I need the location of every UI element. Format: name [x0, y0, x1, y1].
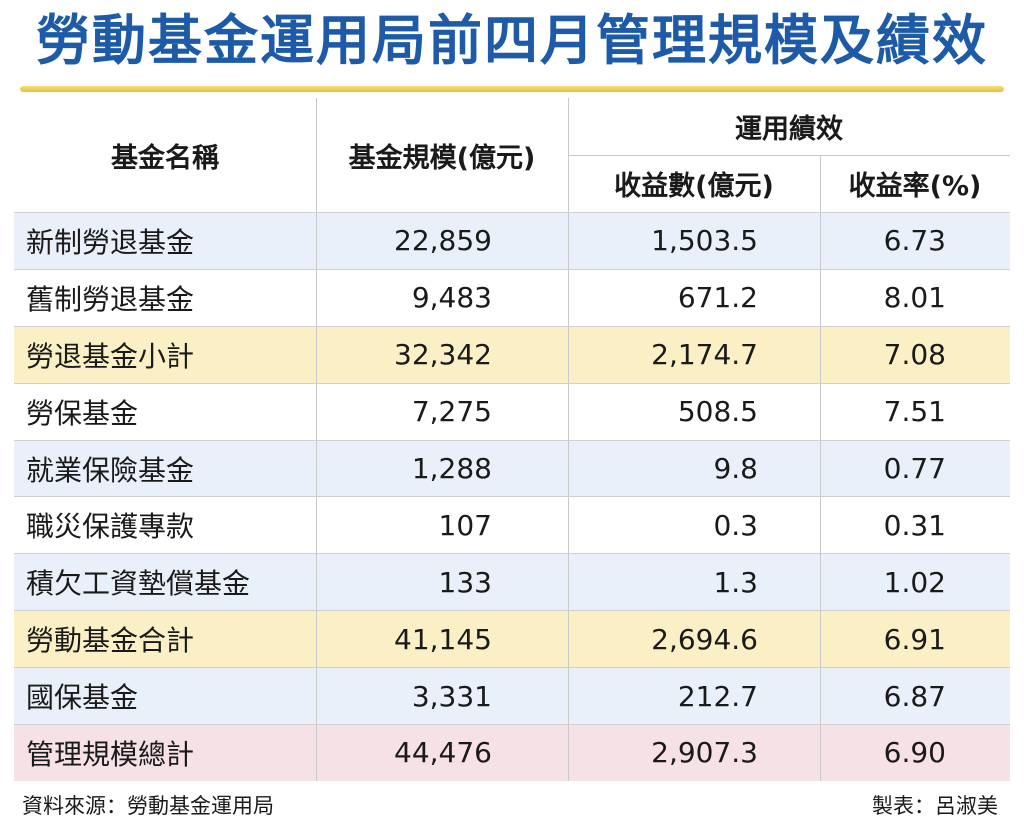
cell-return-rate: 6.90: [820, 725, 1010, 781]
cell-return-amount: 212.7: [568, 668, 820, 725]
table-row: 就業保險基金 1,288 9.8 0.77: [14, 439, 1010, 497]
cell-fund-name: 積欠工資墊償基金: [26, 567, 251, 601]
cell-return-rate: 1.02: [820, 554, 1010, 611]
table-body: 新制勞退基金 22,859 1,503.5 6.73 舊制勞退基金 9,483 671.2 8…: [14, 212, 1010, 781]
header-performance: 運用績效: [735, 114, 843, 145]
cell-return-amount: 2,694.6: [568, 611, 820, 668]
table-row: 職災保護專款 107 0.3 0.31: [14, 496, 1010, 554]
table-row: 新制勞退基金 22,859 1,503.5 6.73: [14, 212, 1010, 269]
cell-return-rate: 6.73: [820, 213, 1010, 269]
cell-fund-size: 3,331: [316, 668, 568, 725]
cell-fund-name: 職災保護專款: [26, 510, 195, 544]
cell-return-rate: 7.51: [820, 383, 1010, 440]
cell-fund-name: 管理規模總計: [26, 737, 195, 771]
cell-return-amount: 508.5: [568, 383, 820, 440]
fund-table: 基金名稱 基金規模(億元) 運用績效 收益數(億元) 收益率(%) 新制勞退基金…: [14, 98, 1010, 781]
header-divider: [820, 155, 821, 212]
cell-return-amount: 2,174.7: [568, 326, 820, 383]
cell-fund-size: 9,483: [316, 269, 568, 326]
table-row: 舊制勞退基金 9,483 671.2 8.01: [14, 268, 1010, 326]
cell-return-amount: 0.3: [568, 497, 820, 554]
cell-fund-name: 勞退基金小計: [26, 339, 195, 373]
cell-fund-size: 41,145: [316, 611, 568, 668]
cell-return-amount: 1.3: [568, 554, 820, 611]
cell-return-amount: 671.2: [568, 269, 820, 326]
cell-fund-size: 22,859: [316, 213, 568, 269]
cell-fund-name: 勞保基金: [26, 396, 139, 430]
table-header: 基金名稱 基金規模(億元) 運用績效 收益數(億元) 收益率(%): [14, 98, 1010, 212]
cell-return-amount: 1,503.5: [568, 213, 820, 269]
table-row: 積欠工資墊償基金 133 1.3 1.02: [14, 553, 1010, 611]
cell-return-rate: 6.87: [820, 668, 1010, 725]
table-row: 勞保基金 7,275 508.5 7.51: [14, 382, 1010, 440]
table-row: 勞退基金小計 32,342 2,174.7 7.08: [14, 325, 1010, 383]
cell-return-rate: 0.77: [820, 440, 1010, 497]
source-note: 資料來源：勞動基金運用局: [22, 794, 274, 818]
header-return-rate: 收益率(%): [848, 171, 982, 202]
cell-fund-size: 133: [316, 554, 568, 611]
cell-fund-size: 44,476: [316, 725, 568, 781]
header-subdivider: [568, 155, 1010, 156]
header-divider: [316, 98, 317, 212]
cell-return-amount: 2,907.3: [568, 725, 820, 781]
cell-fund-size: 32,342: [316, 326, 568, 383]
header-fund-name: 基金名稱: [111, 142, 219, 174]
header-fund-size: 基金規模(億元): [348, 142, 536, 174]
table-row: 勞動基金合計 41,145 2,694.6 6.91: [14, 610, 1010, 668]
cell-fund-size: 1,288: [316, 440, 568, 497]
title-underline: [20, 86, 1004, 92]
header-return-amount: 收益數(億元): [614, 171, 774, 202]
chart-title: 勞動基金運用局前四月管理規模及績效: [36, 9, 988, 72]
cell-fund-name: 國保基金: [26, 681, 139, 715]
cell-fund-size: 107: [316, 497, 568, 554]
cell-fund-name: 就業保險基金: [26, 453, 195, 487]
cell-fund-name: 勞動基金合計: [26, 624, 195, 658]
cell-fund-size: 7,275: [316, 383, 568, 440]
cell-return-rate: 7.08: [820, 326, 1010, 383]
credit-note: 製表：呂淑美: [872, 794, 998, 818]
cell-return-rate: 6.91: [820, 611, 1010, 668]
cell-fund-name: 新制勞退基金: [26, 225, 195, 259]
table-row: 國保基金 3,331 212.7 6.87: [14, 667, 1010, 725]
table-row: 管理規模總計 44,476 2,907.3 6.90: [14, 724, 1010, 781]
cell-return-rate: 8.01: [820, 269, 1010, 326]
cell-fund-name: 舊制勞退基金: [26, 282, 195, 316]
cell-return-amount: 9.8: [568, 440, 820, 497]
cell-return-rate: 0.31: [820, 497, 1010, 554]
